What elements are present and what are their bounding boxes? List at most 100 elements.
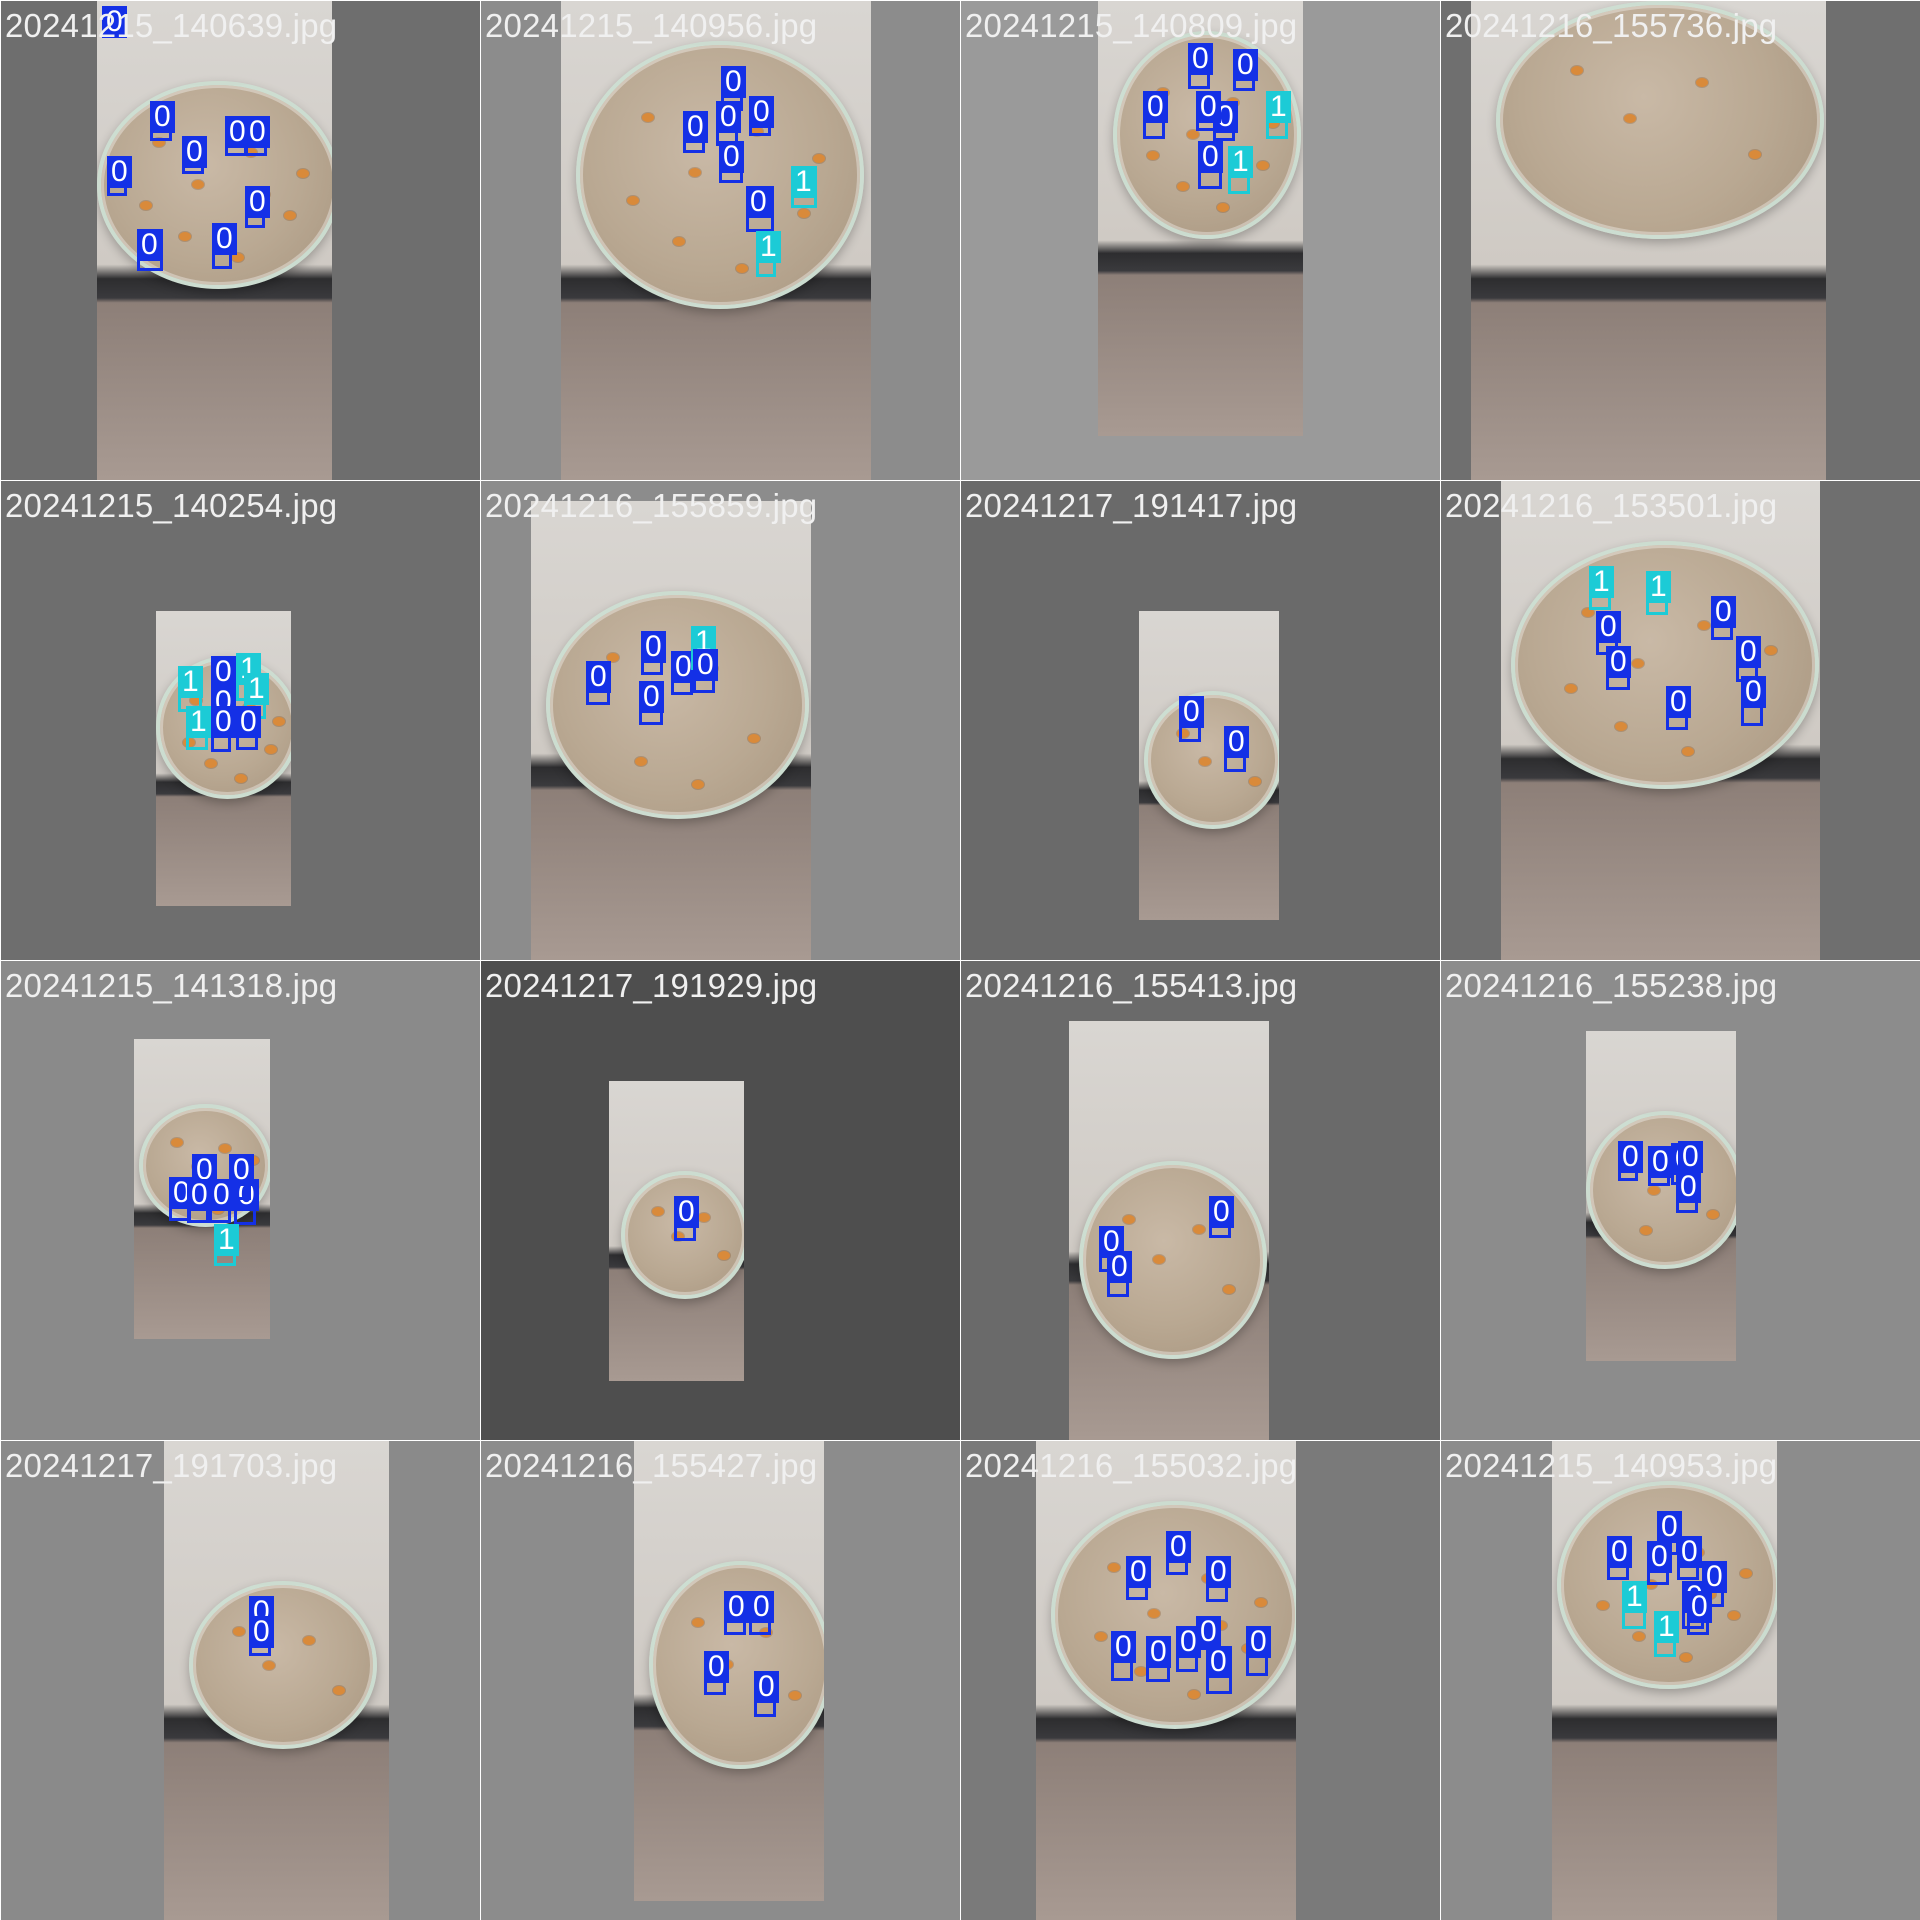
mosaic-tile: 1 1 0 0 0 0 0 0 20241216_153501.jpg	[1441, 481, 1920, 960]
detection-box-class-0: 0	[1126, 1556, 1151, 1600]
detection-class-label: 0	[639, 681, 664, 713]
detection-box-class-0: 0	[1678, 1141, 1703, 1183]
detection-class-label: 0	[211, 706, 236, 738]
seed	[1177, 182, 1189, 191]
detection-class-label: 1	[186, 706, 211, 738]
seed	[273, 717, 285, 726]
detection-class-label: 0	[1736, 636, 1761, 668]
detection-box-class-0: 0	[721, 66, 746, 111]
mosaic-tile: 1 0 1 1 0 1 0 0 20241215_140254.jpg	[1, 481, 480, 960]
detection-box-class-0: 0	[1196, 91, 1221, 131]
detection-class-label: 0	[1677, 1536, 1702, 1568]
seed	[333, 1686, 345, 1695]
detection-box-class-0: 0	[236, 706, 261, 750]
mosaic-tile: 0 0 20241217_191703.jpg	[1, 1441, 480, 1920]
tile-filename: 20241216_155032.jpg	[965, 1447, 1298, 1484]
detection-box-class-0: 0	[211, 656, 236, 704]
photo-image: 000000011	[1552, 1441, 1777, 1920]
detection-box-class-0: 0	[1618, 1141, 1643, 1181]
detection-class-label: 0	[211, 656, 236, 688]
seed	[1193, 1225, 1205, 1234]
detection-box-class-0: 0	[683, 111, 708, 153]
tile-filename: 20241215_140956.jpg	[485, 7, 818, 44]
detection-class-label: 0	[150, 101, 175, 133]
detection-class-label: 0	[1648, 1146, 1673, 1178]
detection-box-class-0: 0	[746, 186, 774, 232]
detection-class-label: 0	[137, 229, 162, 261]
detection-class-label: 0	[754, 1671, 779, 1703]
detection-box-class-0: 0	[754, 1671, 779, 1717]
detection-box-class-0: 0	[1146, 1636, 1171, 1682]
seed	[1177, 729, 1189, 738]
detection-box-class-0: 0	[234, 1179, 259, 1225]
detection-class-label: 0	[245, 186, 270, 218]
seed	[642, 113, 654, 122]
detection-box-class-0: 0	[1107, 1251, 1132, 1297]
detection-box-class-1: 1	[1622, 1581, 1647, 1629]
seed	[192, 180, 204, 189]
detection-box-class-0: 0	[671, 651, 696, 695]
detection-box-class-1: 1	[178, 666, 203, 712]
detection-box-class-0: 0	[674, 1196, 699, 1241]
seed	[607, 653, 619, 662]
seed	[245, 148, 257, 157]
tile-filename: 20241217_191417.jpg	[965, 487, 1298, 524]
seed	[1153, 1255, 1165, 1264]
seed	[1199, 757, 1211, 766]
detection-class-label: 0	[719, 141, 744, 173]
seed	[140, 201, 152, 210]
seed	[171, 1138, 183, 1147]
seed	[1188, 1690, 1200, 1699]
detection-box-class-0: 0	[1198, 141, 1223, 189]
detection-box-class-1: 1	[1228, 146, 1253, 194]
detection-box-class-1: 1	[214, 1224, 239, 1266]
detection-class-label: 0	[1166, 1531, 1191, 1563]
detection-box-class-0: 0	[225, 116, 250, 156]
detection-class-label: 0	[1224, 726, 1249, 758]
seed	[205, 759, 217, 768]
seed	[652, 1207, 664, 1216]
detection-class-label: 0	[1741, 676, 1766, 708]
detection-class-label: 0	[1647, 1541, 1672, 1573]
mosaic-tile: 0 20241217_191929.jpg	[481, 961, 960, 1440]
detection-box-class-1: 1	[1589, 566, 1614, 610]
detection-class-label: 0	[724, 1591, 749, 1623]
seed	[1749, 150, 1761, 159]
seed	[1215, 1621, 1227, 1630]
detection-class-label: 0	[1606, 646, 1631, 678]
detection-class-label: 0	[187, 1179, 212, 1211]
detection-box-class-0: 0	[1666, 686, 1691, 730]
seed	[635, 757, 647, 766]
seed	[1698, 621, 1710, 630]
mosaic-tile: 0 0 0 0 0 0 0 0 0 20241216_155032.jpg	[961, 1441, 1440, 1920]
seed	[1632, 659, 1644, 668]
detection-box-class-1: 1	[1654, 1611, 1679, 1657]
detection-box-class-0: 0	[1206, 1646, 1232, 1694]
detection-class-label: 0	[749, 1591, 774, 1623]
detection-class-label: 0	[683, 111, 708, 143]
petri-dish	[1511, 541, 1819, 789]
tile-filename: 20241217_191929.jpg	[485, 967, 818, 1004]
detection-class-label: 0	[641, 631, 666, 663]
detection-class-label: 0	[1111, 1631, 1136, 1663]
photo-image: 0	[609, 1081, 744, 1381]
detection-box-class-0: 0	[1607, 1536, 1632, 1580]
detection-class-label: 1	[178, 666, 203, 698]
seed	[689, 168, 701, 177]
seed	[1147, 151, 1159, 160]
detection-class-label: 0	[1702, 1561, 1727, 1593]
seed	[235, 774, 247, 783]
detection-class-label: 0	[107, 156, 132, 188]
petri-dish	[1496, 1, 1824, 239]
detection-box-class-0: 0	[245, 116, 270, 156]
detection-box-class-0: 0	[212, 223, 237, 269]
detection-class-label: 0	[182, 136, 207, 168]
detection-class-label: 0	[1107, 1251, 1132, 1283]
seed	[1135, 1667, 1147, 1676]
tile-filename: 20241216_155238.jpg	[1445, 967, 1778, 1004]
detection-class-label: 0	[1687, 1591, 1712, 1623]
detection-class-label: 1	[791, 166, 816, 198]
detection-box-class-0: 0	[1224, 726, 1249, 772]
